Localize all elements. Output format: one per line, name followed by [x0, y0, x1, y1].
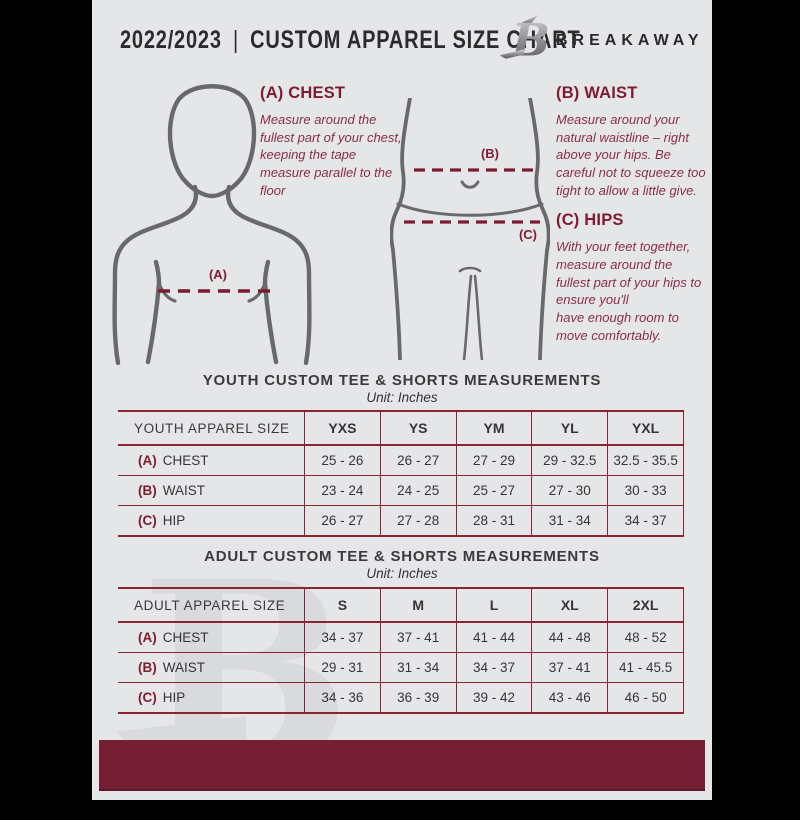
- table-cell: 44 - 48: [531, 623, 607, 652]
- table-cell: 24 - 25: [379, 476, 456, 505]
- table-cell: 27 - 29: [455, 446, 532, 475]
- waist-instructions: (B) WAIST Measure around your natural wa…: [556, 84, 706, 199]
- table-header-cell: 2XL: [607, 589, 683, 621]
- table-header-cell: M: [379, 589, 456, 621]
- row-name: WAIST: [162, 660, 205, 675]
- table-cell: 34 - 37: [455, 653, 532, 682]
- hips-instructions: (C) HIPS With your feet together, measur…: [556, 211, 706, 344]
- table-cell: 34 - 37: [607, 506, 683, 535]
- table-cell: 37 - 41: [531, 653, 607, 682]
- table-cell: 48 - 52: [607, 623, 683, 652]
- waist-body-text: Measure around your natural waistline – …: [556, 112, 706, 198]
- table-cell: 29 - 31: [304, 653, 380, 682]
- row-prefix: (C): [138, 690, 157, 705]
- hips-body-text: With your feet together, measure around …: [556, 239, 702, 343]
- table-cell: 32.5 - 35.5: [607, 446, 683, 475]
- row-prefix: (C): [138, 513, 157, 528]
- table-cell: 25 - 26: [304, 446, 380, 475]
- table-cell: 30 - 33: [607, 476, 683, 505]
- chest-instructions: (A) CHEST Measure around the fullest par…: [260, 84, 402, 199]
- hips-figure-illustration: (B) (C): [390, 98, 550, 360]
- waist-hips-instructions: (B) WAIST Measure around your natural wa…: [556, 84, 706, 344]
- row-name: HIP: [162, 690, 186, 705]
- logo-letter: B: [510, 13, 550, 66]
- row-prefix: (B): [138, 483, 157, 498]
- table-cell: 41 - 45.5: [607, 653, 683, 682]
- row-name: CHEST: [162, 630, 209, 645]
- size-chart-page: B 2022/2023 | CUSTOM APPAREL SIZE CHART …: [92, 0, 712, 800]
- table-cell: 27 - 30: [531, 476, 607, 505]
- chest-body-text: Measure around the fullest part of your …: [260, 112, 402, 198]
- measuring-guide-section: (A) (B) (C) (A) CHEST Measure around the…: [92, 76, 712, 368]
- hips-heading: (C) HIPS: [556, 211, 624, 230]
- table-header-cell: YM: [455, 412, 532, 444]
- table-header-cell: YXS: [304, 412, 380, 444]
- table-row: (A) CHEST 25 - 26 26 - 27 27 - 29 29 - 3…: [118, 446, 683, 476]
- page-header: 2022/2023 | CUSTOM APPAREL SIZE CHART: [120, 26, 581, 55]
- season-label: 2022/2023: [120, 26, 222, 54]
- table-cell: 39 - 42: [455, 683, 532, 712]
- youth-unit-label: Unit: Inches: [366, 390, 438, 405]
- table-cell: 34 - 36: [304, 683, 380, 712]
- table-cell: 43 - 46: [531, 683, 607, 712]
- row-prefix: (A): [138, 453, 157, 468]
- waist-marker-label: (B): [481, 146, 499, 161]
- table-row: (B) WAIST 23 - 24 24 - 25 25 - 27 27 - 3…: [118, 476, 683, 506]
- table-row: (A) CHEST 34 - 37 37 - 41 41 - 44 44 - 4…: [118, 623, 683, 653]
- table-cell: 26 - 27: [379, 446, 456, 475]
- table-header-cell: YL: [531, 412, 607, 444]
- table-header-cell: XL: [531, 589, 607, 621]
- row-prefix: (B): [138, 660, 157, 675]
- table-cell: 23 - 24: [304, 476, 380, 505]
- table-header-row: ADULT APPAREL SIZE S M L XL 2XL: [118, 589, 683, 623]
- row-name: HIP: [162, 513, 186, 528]
- footer-accent-bar: [99, 740, 705, 791]
- chest-marker-label: (A): [209, 267, 227, 282]
- adult-size-table: ADULT APPAREL SIZE S M L XL 2XL (A) CHES…: [118, 587, 684, 714]
- youth-size-table: YOUTH APPAREL SIZE YXS YS YM YL YXL (A) …: [118, 410, 684, 537]
- table-row: (B) WAIST 29 - 31 31 - 34 34 - 37 37 - 4…: [118, 653, 683, 683]
- table-header-cell: YOUTH APPAREL SIZE: [134, 420, 290, 436]
- table-row: (C) HIP 34 - 36 36 - 39 39 - 42 43 - 46 …: [118, 683, 683, 712]
- table-cell: 29 - 32.5: [531, 446, 607, 475]
- table-cell: 46 - 50: [607, 683, 683, 712]
- youth-section-title: YOUTH CUSTOM TEE & SHORTS MEASUREMENTS: [202, 372, 602, 389]
- page-title: CUSTOM APPAREL SIZE CHART: [250, 26, 581, 54]
- table-header-cell: ADULT APPAREL SIZE: [134, 597, 286, 613]
- table-row: (C) HIP 26 - 27 27 - 28 28 - 31 31 - 34 …: [118, 506, 683, 535]
- row-label-cell: (C) HIP: [118, 683, 304, 712]
- row-name: CHEST: [162, 453, 209, 468]
- table-cell: 27 - 28: [379, 506, 456, 535]
- table-header-cell: YXL: [607, 412, 683, 444]
- table-cell: 34 - 37: [304, 623, 380, 652]
- torso-figure-illustration: (A): [112, 84, 312, 365]
- hip-marker-label: (C): [519, 227, 537, 242]
- table-cell: 37 - 41: [379, 623, 456, 652]
- table-cell: 31 - 34: [531, 506, 607, 535]
- table-header-cell: L: [455, 589, 532, 621]
- table-header-cell: S: [304, 589, 380, 621]
- chest-heading: (A) CHEST: [260, 84, 346, 102]
- breakaway-b-logo-icon: B: [498, 10, 550, 66]
- table-cell: 41 - 44: [455, 623, 532, 652]
- header-divider: |: [232, 26, 239, 54]
- row-label-cell: (C) HIP: [118, 506, 304, 535]
- table-cell: 26 - 27: [304, 506, 380, 535]
- row-label-cell: (A) CHEST: [118, 446, 304, 475]
- table-header-row: YOUTH APPAREL SIZE YXS YS YM YL YXL: [118, 412, 683, 446]
- table-cell: 31 - 34: [379, 653, 456, 682]
- brand-name: BREAKAWAY: [556, 32, 704, 49]
- waist-heading: (B) WAIST: [556, 84, 638, 102]
- adult-section-title: ADULT CUSTOM TEE & SHORTS MEASUREMENTS: [204, 548, 600, 565]
- table-cell: 25 - 27: [455, 476, 532, 505]
- row-name: WAIST: [162, 483, 205, 498]
- row-label-cell: (B) WAIST: [118, 476, 304, 505]
- row-label-cell: (B) WAIST: [118, 653, 304, 682]
- table-header-cell: YS: [379, 412, 456, 444]
- row-prefix: (A): [138, 630, 157, 645]
- adult-unit-label: Unit: Inches: [366, 566, 438, 581]
- table-cell: 28 - 31: [455, 506, 532, 535]
- row-label-cell: (A) CHEST: [118, 623, 304, 652]
- table-cell: 36 - 39: [379, 683, 456, 712]
